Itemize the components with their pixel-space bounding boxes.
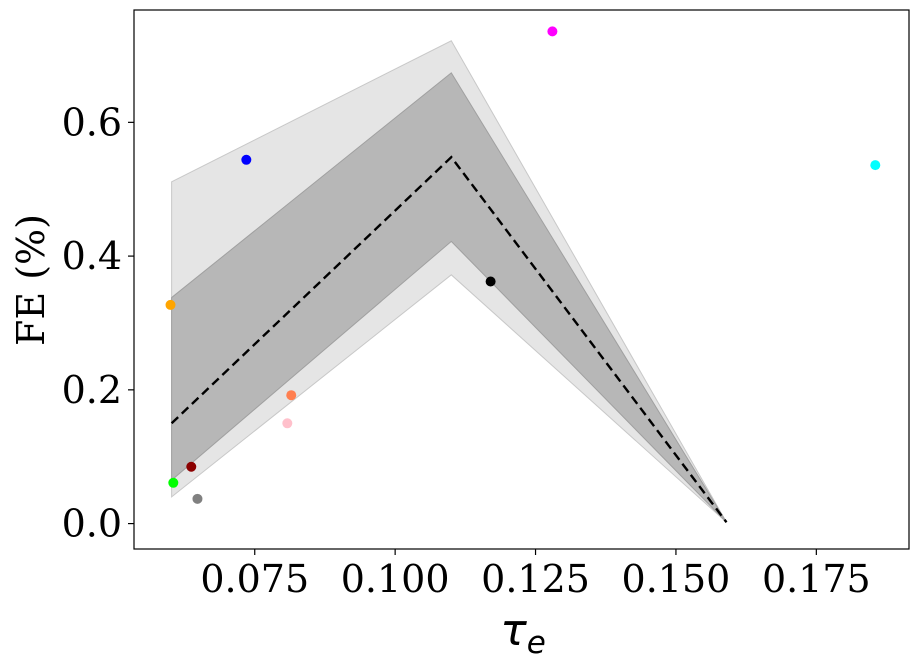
data-point-1 (165, 299, 176, 310)
scatter-points (165, 26, 881, 504)
data-point-2 (168, 477, 179, 488)
x-axis-label-main: τ (500, 605, 527, 656)
data-point-5 (241, 154, 252, 165)
inner-band (171, 72, 727, 523)
plot-frame (133, 9, 910, 550)
x-tick-label: 0.100 (341, 557, 450, 601)
data-point-9 (547, 26, 558, 37)
x-tick-label: 0.175 (762, 557, 871, 601)
plot-area (165, 26, 881, 523)
data-point-3 (186, 461, 197, 472)
y-axis: 0.0 0.2 0.4 0.6 (62, 100, 134, 546)
x-axis-label: τe (500, 605, 546, 661)
x-tick-label: 0.125 (481, 557, 590, 601)
mean-line (170, 155, 728, 523)
y-tick-label: 0.0 (62, 502, 122, 546)
x-axis: 0.075 0.100 0.125 0.150 0.175 (200, 549, 871, 601)
y-tick-label: 0.6 (62, 100, 122, 144)
x-tick-label: 0.075 (200, 557, 309, 601)
y-tick-label: 0.2 (62, 368, 122, 412)
data-point-8 (485, 276, 496, 287)
y-tick-label: 0.4 (62, 234, 122, 278)
data-point-10 (870, 160, 881, 171)
data-point-6 (282, 418, 293, 429)
data-point-4 (192, 493, 203, 504)
data-point-7 (286, 390, 297, 401)
y-axis-label: FE (%) (9, 214, 53, 346)
x-tick-label: 0.150 (622, 557, 731, 601)
x-axis-label-subscript: e (527, 625, 546, 661)
